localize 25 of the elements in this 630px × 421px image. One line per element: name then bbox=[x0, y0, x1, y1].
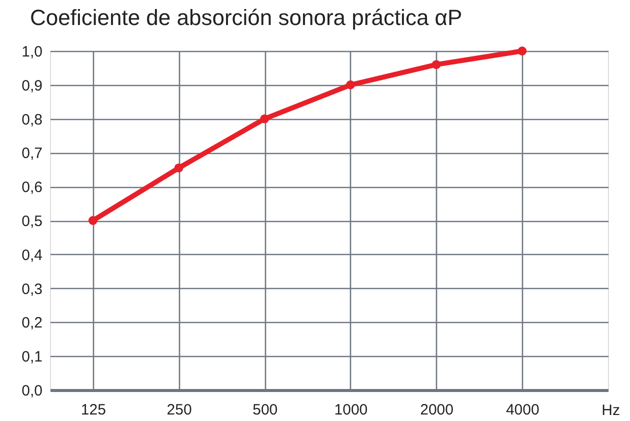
point bbox=[260, 114, 270, 124]
y-tick-label: 0,4 bbox=[22, 246, 42, 264]
point bbox=[88, 216, 98, 225]
y-tick-label: 0,1 bbox=[22, 348, 42, 366]
x-tick-label: 250 bbox=[166, 402, 192, 418]
x-tick-label: 4000 bbox=[506, 402, 540, 418]
x-tick-label: 125 bbox=[80, 402, 106, 418]
point bbox=[346, 80, 355, 90]
y-tick-label: 0,5 bbox=[22, 213, 42, 230]
x-tick-label: 1000 bbox=[334, 402, 368, 418]
x-axis-title: Hz bbox=[602, 402, 620, 419]
y-tick-label: 0,3 bbox=[22, 280, 42, 298]
point bbox=[518, 46, 527, 56]
y-tick-label: 0,6 bbox=[22, 179, 42, 196]
x-tick-label: 2000 bbox=[420, 402, 454, 418]
point bbox=[174, 163, 184, 172]
y-tick-label: 0,2 bbox=[22, 314, 42, 332]
y-tick-label: 1,0 bbox=[22, 44, 42, 60]
y-tick-label: 0,8 bbox=[22, 111, 42, 128]
y-tick-label: 0,0 bbox=[22, 382, 42, 400]
x-tick-label: 500 bbox=[252, 402, 278, 418]
y-tick-label: 0,9 bbox=[22, 77, 42, 94]
y-tick-label: 0,7 bbox=[22, 145, 42, 162]
chart-title: Coeficiente de absorción sonora práctica αP bbox=[30, 5, 462, 30]
point bbox=[432, 60, 441, 70]
